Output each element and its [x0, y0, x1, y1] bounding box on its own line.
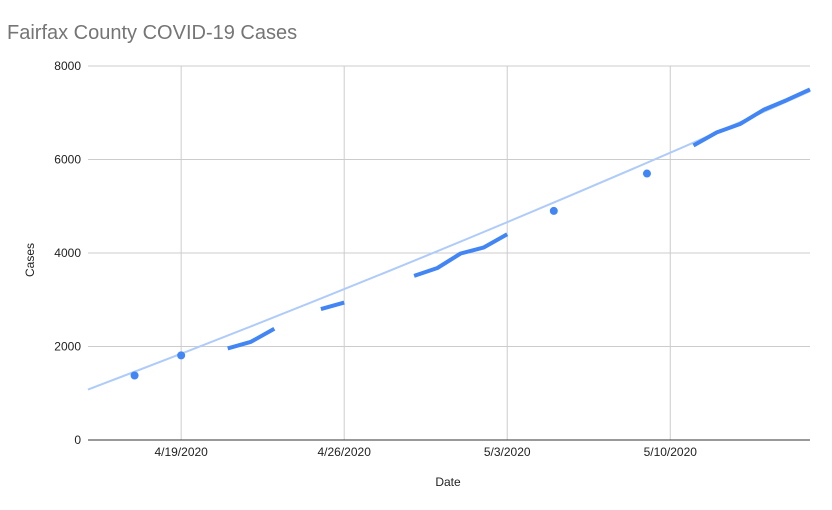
series-line-segment [227, 326, 276, 351]
series-marks [130, 87, 811, 380]
trendline [87, 90, 811, 391]
x-tick-label: 5/3/2020 [484, 445, 531, 459]
x-axis-title: Date [435, 475, 461, 489]
data-point [130, 371, 139, 380]
y-tick-label: 8000 [54, 59, 81, 73]
data-point [549, 206, 558, 215]
series-line-segment [692, 87, 811, 148]
trendline-curve [87, 90, 811, 391]
gridlines [88, 65, 810, 440]
data-point [177, 351, 186, 360]
data-point [642, 169, 651, 178]
series-line-segment [413, 232, 509, 278]
y-tick-label: 0 [74, 433, 81, 447]
x-tick-label: 4/26/2020 [317, 445, 371, 459]
y-axis-title: Cases [23, 243, 37, 277]
y-tick-label: 4000 [54, 246, 81, 260]
y-tick-label: 6000 [54, 153, 81, 167]
x-tick-label: 4/19/2020 [154, 445, 208, 459]
tick-labels: 0 2000 4000 6000 8000 4/19/2020 4/26/2020 5/3/2… [54, 59, 697, 459]
y-tick-label: 2000 [54, 340, 81, 354]
chart-title: Fairfax County COVID-19 Cases [7, 22, 297, 44]
x-tick-label: 5/10/2020 [644, 445, 698, 459]
series-line-segment [320, 300, 345, 312]
